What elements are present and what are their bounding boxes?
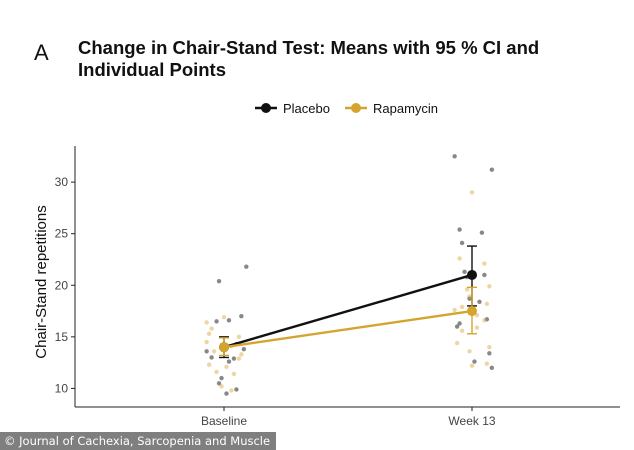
credit-banner: © Journal of Cachexia, Sarcopenia and Mu… (0, 432, 277, 450)
data-point-placebo (462, 269, 467, 275)
data-point-placebo (241, 347, 247, 352)
data-point-rapamycin (204, 320, 209, 325)
data-point-rapamycin (452, 307, 457, 313)
data-point-rapamycin (469, 190, 475, 195)
mean-marker-rapamycin (467, 306, 477, 317)
y-tick-label: 10 (55, 381, 69, 395)
data-point-placebo (226, 318, 232, 323)
data-point-placebo (457, 321, 462, 326)
data-point-rapamycin (204, 339, 209, 345)
data-point-rapamycin (457, 256, 462, 261)
data-point-rapamycin (467, 349, 472, 354)
chart-title: Change in Chair-Stand Test: Means with 9… (78, 37, 540, 80)
data-point-rapamycin (224, 364, 229, 369)
data-point-placebo (467, 296, 472, 301)
data-point-rapamycin (211, 349, 217, 354)
data-point-placebo (214, 319, 219, 324)
data-point-placebo (472, 359, 477, 364)
data-point-rapamycin (484, 301, 490, 307)
data-point-rapamycin (467, 294, 472, 299)
data-point-placebo (226, 359, 232, 364)
data-point-placebo (454, 324, 460, 329)
axes (74, 146, 620, 408)
data-point-placebo (239, 314, 244, 319)
data-point-placebo (234, 387, 239, 392)
data-point-rapamycin (229, 388, 234, 393)
data-point-rapamycin (231, 371, 237, 377)
data-point-placebo (487, 351, 492, 356)
legend-label-rapamycin: Rapamycin (373, 101, 438, 116)
data-point-placebo (477, 299, 482, 304)
data-point-placebo (224, 391, 229, 396)
individual-points (204, 154, 495, 396)
data-point-rapamycin (464, 287, 470, 292)
x-ticks: Baseline Week 13 (201, 407, 496, 428)
data-point-rapamycin (206, 331, 212, 336)
data-point-rapamycin (459, 328, 465, 333)
data-point-rapamycin (236, 334, 242, 340)
data-point-placebo (216, 381, 222, 386)
data-point-rapamycin (482, 261, 487, 266)
data-point-rapamycin (239, 352, 244, 357)
data-point-rapamycin (219, 384, 224, 389)
data-point-rapamycin (469, 363, 475, 368)
legend-marker-placebo (261, 103, 271, 113)
mean-marker-placebo (467, 269, 477, 280)
y-tick-label: 30 (55, 175, 69, 189)
data-point-placebo (457, 227, 462, 232)
y-tick-label: 25 (55, 227, 69, 241)
data-point-rapamycin (214, 369, 219, 375)
panel-letter: A (34, 40, 49, 65)
data-point-placebo (479, 230, 485, 235)
data-point-placebo (219, 375, 224, 381)
data-point-rapamycin (482, 318, 487, 323)
y-axis-label: Chair-Stand repetitions (33, 205, 50, 358)
legend-label-placebo: Placebo (283, 101, 330, 116)
data-point-rapamycin (487, 344, 492, 350)
data-point-rapamycin (459, 304, 465, 310)
data-point-rapamycin (209, 326, 214, 331)
mean-line-placebo (223, 273, 473, 349)
legend-marker-rapamycin (351, 103, 361, 113)
data-point-rapamycin (206, 362, 212, 367)
data-point-placebo (244, 264, 249, 269)
data-point-placebo (459, 240, 465, 246)
mean-line-rapamycin (223, 309, 473, 349)
legend: Placebo Rapamycin (255, 101, 438, 116)
data-point-rapamycin (236, 356, 242, 361)
data-point-placebo (231, 356, 237, 361)
data-point-placebo (489, 167, 495, 172)
y-ticks: 10 15 20 25 30 (55, 175, 75, 395)
x-tick-label: Baseline (201, 414, 247, 428)
data-point-rapamycin (221, 315, 227, 320)
mean-marker-rapamycin (219, 342, 229, 353)
data-point-rapamycin (454, 340, 460, 346)
y-tick-label: 15 (55, 330, 69, 344)
x-tick-label: Week 13 (448, 414, 495, 428)
mean-lines (219, 245, 477, 359)
data-point-placebo (452, 154, 457, 159)
data-point-placebo (484, 317, 490, 322)
data-point-placebo (489, 365, 495, 370)
data-point-placebo (209, 355, 214, 360)
data-point-rapamycin (487, 284, 492, 289)
data-point-rapamycin (474, 325, 480, 330)
data-point-placebo (216, 278, 222, 284)
data-point-placebo (204, 349, 209, 354)
y-tick-label: 20 (55, 278, 69, 292)
data-point-rapamycin (484, 361, 490, 366)
data-point-placebo (482, 272, 487, 278)
